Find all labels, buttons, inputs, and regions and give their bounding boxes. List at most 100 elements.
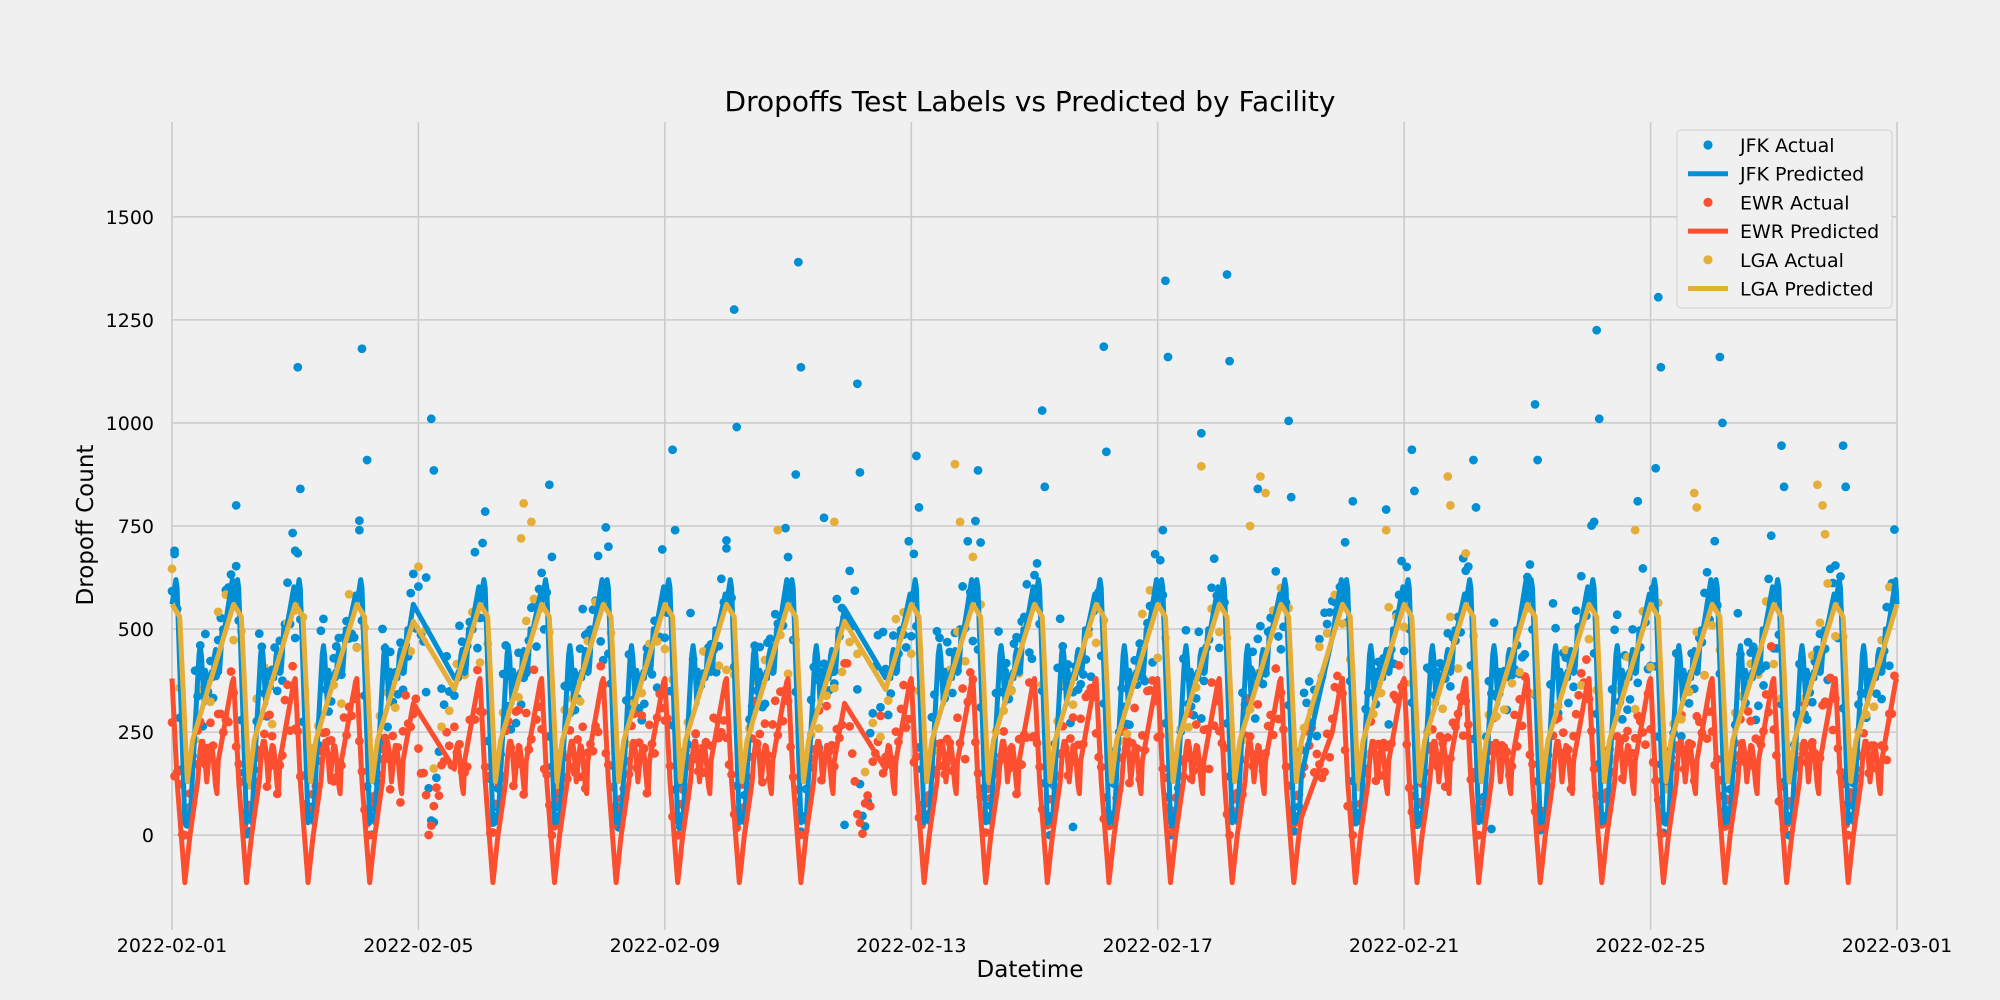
lga-actual-point (1689, 488, 1699, 498)
jfk-actual-point (470, 547, 480, 557)
lga-actual-point (1214, 627, 1224, 637)
ewr-actual-point (529, 665, 539, 675)
ewr-actual-point (573, 735, 582, 744)
ewr-actual-point (1204, 764, 1214, 774)
jfk-actual-point (1469, 455, 1478, 465)
jfk-actual-point (1271, 566, 1281, 576)
lga-actual-point (1707, 620, 1717, 630)
ewr-actual-point (444, 741, 454, 751)
ewr-actual-point (421, 790, 431, 800)
ewr-actual-point (637, 711, 647, 720)
jfk-actual-point (1463, 562, 1473, 572)
ewr-actual-point (424, 830, 434, 840)
lga-actual-point (526, 517, 536, 527)
jfk-actual-point (431, 773, 441, 783)
lga-actual-point (1153, 653, 1163, 663)
lga-actual-point (1068, 700, 1078, 710)
jfk-actual-point (716, 574, 726, 584)
jfk-actual-point (1612, 610, 1622, 620)
jfk-actual-point (1158, 525, 1168, 535)
jfk-actual-point (1273, 632, 1283, 641)
ewr-actual-point (226, 667, 236, 676)
lga-actual-point (1315, 642, 1324, 652)
jfk-actual-point (1777, 441, 1786, 451)
ewr-actual-point (770, 696, 780, 706)
jfk-actual-point (1209, 554, 1219, 564)
lga-actual-point (1445, 500, 1455, 510)
jfk-actual-point (904, 536, 914, 546)
ewr-actual-point (965, 668, 975, 677)
jfk-actual-point (1040, 482, 1050, 492)
jfk-actual-point (1099, 342, 1109, 352)
jfk-actual-point (935, 633, 944, 643)
lga-actual-point (337, 699, 346, 708)
ewr-actual-point (1207, 678, 1217, 687)
jfk-actual-point (1161, 276, 1170, 286)
jfk-actual-point (290, 633, 300, 643)
jfk-actual-point (883, 710, 893, 720)
lga-actual-point (1507, 678, 1517, 688)
y-tick-labels: 0 250 500 750 1000 1250 1500 (106, 207, 154, 847)
jfk-actual-point (1610, 625, 1620, 635)
jfk-actual-point (1304, 677, 1314, 686)
jfk-actual-point (1276, 644, 1286, 654)
jfk-actual-point (660, 633, 670, 643)
ewr-actual-point (206, 718, 215, 728)
lga-actual-point (1461, 549, 1471, 558)
y-axis-label: Dropoff Count (73, 445, 99, 606)
jfk-actual-point (819, 513, 829, 523)
y-tick-label: 1000 (106, 413, 154, 435)
jfk-actual-point (414, 582, 423, 591)
jfk-actual-point (639, 699, 649, 709)
jfk-actual-point (1877, 694, 1886, 704)
jfk-actual-point (1625, 695, 1635, 704)
jfk-actual-point (1222, 270, 1232, 279)
ewr-actual-point (396, 797, 405, 807)
jfk-actual-point (1684, 698, 1694, 708)
ewr-actual-point (414, 744, 423, 753)
ewr-actual-point (1641, 740, 1650, 750)
y-tick-label: 500 (118, 619, 154, 641)
ewr-actual-point (958, 684, 968, 693)
jfk-actual-point (316, 626, 326, 636)
jfk-actual-point (1086, 672, 1096, 682)
ewr-actual-point (578, 722, 588, 732)
jfk-actual-point (378, 624, 387, 634)
jfk-actual-point (722, 536, 731, 545)
jfk-actual-point (1286, 492, 1296, 502)
ewr-actual-point (999, 727, 1009, 736)
legend-marker-lga-actual (1703, 255, 1713, 265)
jfk-actual-point (1068, 822, 1078, 832)
lga-actual-point (845, 637, 855, 647)
jfk-actual-point (819, 659, 829, 669)
ewr-actual-point (1623, 726, 1632, 736)
lga-actual-point (1700, 671, 1709, 680)
jfk-actual-point (1302, 698, 1311, 708)
jfk-actual-point (1399, 646, 1409, 656)
lga-actual-point (1137, 609, 1147, 619)
jfk-actual-point (1638, 564, 1648, 573)
jfk-actual-point (1471, 503, 1481, 512)
ewr-actual-point (1443, 732, 1453, 742)
ewr-actual-point (326, 735, 336, 745)
ewr-actual-point (419, 768, 428, 778)
lga-actual-point (352, 643, 362, 653)
legend-marker-ewr-actual (1703, 197, 1713, 207)
jfk-actual-point (1779, 482, 1789, 492)
jfk-actual-point (963, 536, 973, 546)
ewr-actual-point (1828, 725, 1838, 735)
jfk-actual-point (1525, 560, 1535, 569)
lga-actual-point (444, 706, 454, 716)
ewr-actual-point (265, 710, 274, 720)
ewr-actual-point (1333, 671, 1342, 681)
lga-actual-point (837, 667, 847, 677)
jfk-actual-point (1030, 570, 1039, 580)
ewr-actual-point (876, 711, 885, 721)
legend-marker-jfk-actual (1703, 140, 1713, 150)
jfk-actual-point (1594, 414, 1604, 424)
jfk-actual-point (850, 586, 860, 596)
lga-actual-point (516, 533, 526, 543)
lga-actual-point (1255, 472, 1265, 481)
lga-actual-point (860, 767, 870, 777)
jfk-actual-point (914, 503, 924, 512)
